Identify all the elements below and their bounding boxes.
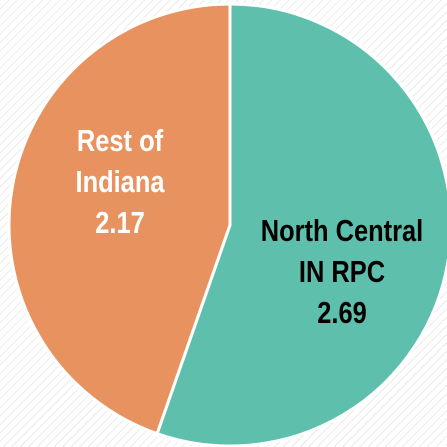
value-label: 2.17 xyxy=(95,205,145,240)
value-label: 2.69 xyxy=(317,295,367,330)
slice-label: Rest of Indiana 2.17 xyxy=(59,120,182,243)
pie-slice xyxy=(155,2,447,447)
slice-label: North Central IN RPC 2.69 xyxy=(248,210,437,333)
category-label: Rest of Indiana xyxy=(75,123,165,199)
category-label: North Central IN RPC xyxy=(260,213,424,289)
pie-slice xyxy=(7,2,232,436)
